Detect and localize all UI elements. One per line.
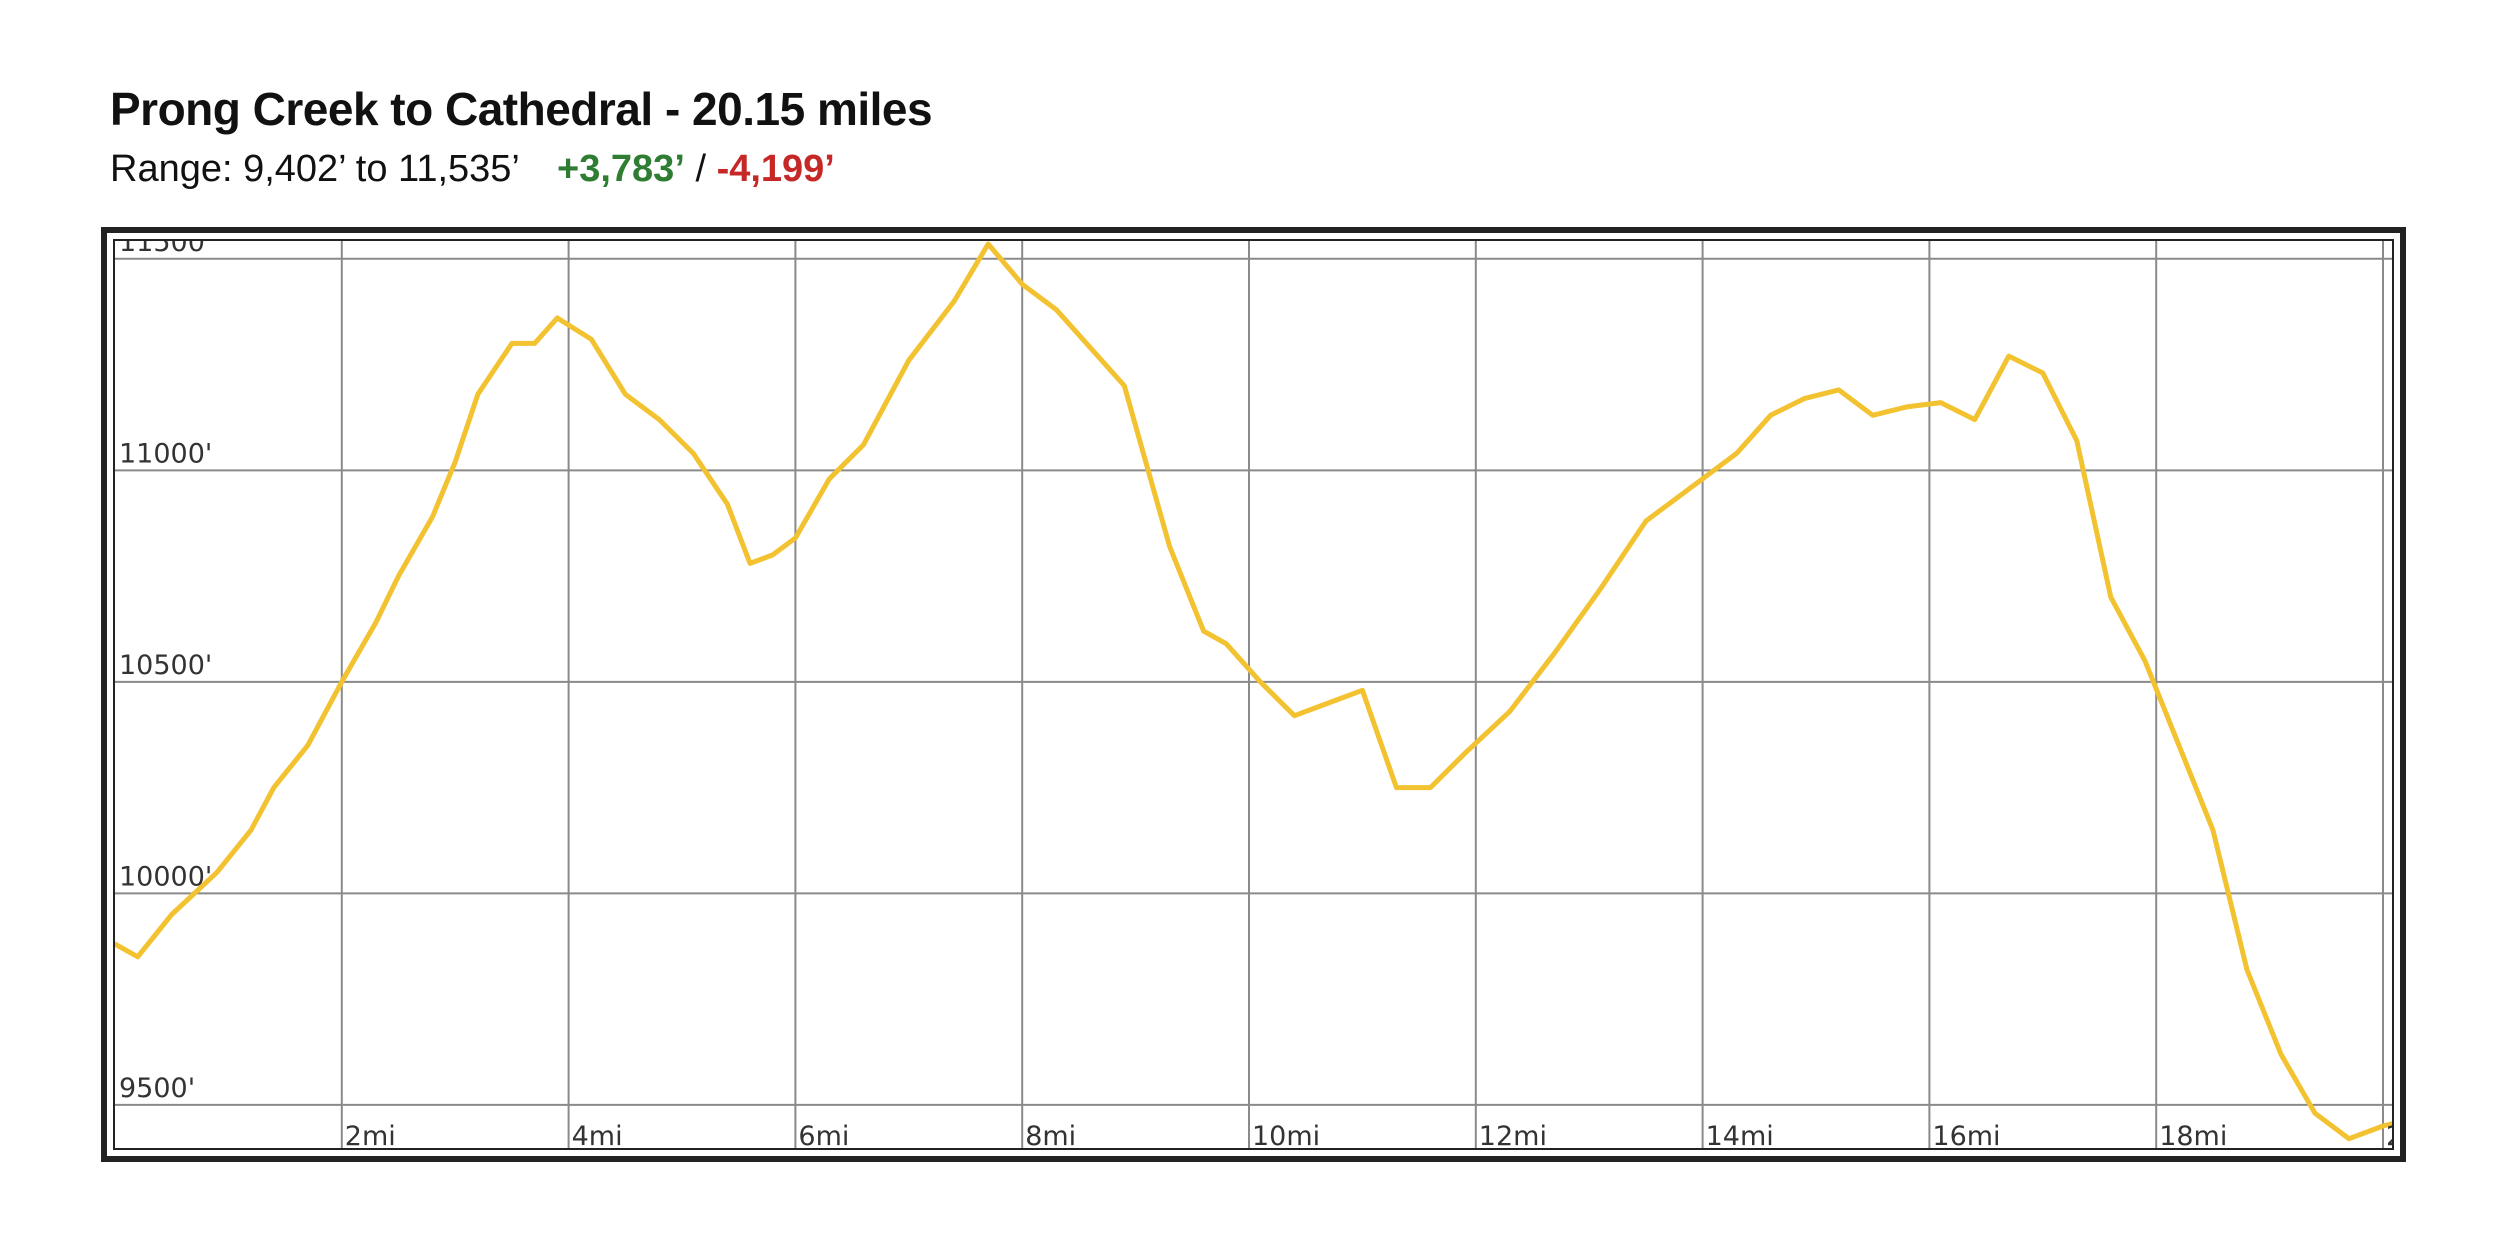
y-tick-label-10500: 10500' [119,650,212,681]
elevation-series-line [115,241,2392,1142]
x-tick-label-12mi: 12mi [1479,1121,1547,1148]
elevation-chart: 2mi 4mi 6mi 8mi 10mi 12mi 14mi 16mi 18mi 20mi 9500… [115,241,2392,1148]
x-tick-label-4mi: 4mi [572,1121,623,1148]
y-tick-label-9500: 9500' [119,1073,195,1104]
x-tick-label-8mi: 8mi [1025,1121,1076,1148]
x-tick-label-2mi: 2mi [345,1121,396,1148]
x-tick-label-18mi: 18mi [2159,1121,2227,1148]
gain-loss-separator: / [695,148,706,190]
x-tick-label-16mi: 16mi [1932,1121,2000,1148]
elevation-loss: -4,199’ [716,148,835,190]
y-tick-label-11000: 11000' [119,438,212,469]
tick-labels: 2mi 4mi 6mi 8mi 10mi 12mi 14mi 16mi 18mi 20mi 9500… [119,241,2392,1148]
grid [115,241,2392,1148]
chart-subtitle: Range: 9,402’ to 11,535’ +3,783’ / -4,19… [110,148,932,191]
chart-title: Prong Creek to Cathedral - 20.15 miles [110,83,933,135]
x-tick-label-10mi: 10mi [1252,1121,1320,1148]
x-tick-label-6mi: 6mi [798,1121,849,1148]
chart-frame: 2mi 4mi 6mi 8mi 10mi 12mi 14mi 16mi 18mi 20mi 9500… [101,227,2406,1162]
x-tick-label-20mi: 20mi [2386,1121,2392,1148]
series-layer [115,241,2392,1142]
y-tick-label-10000: 10000' [119,861,212,892]
y-tick-label-11500: 11500' [119,241,212,258]
chart-plot-area: 2mi 4mi 6mi 8mi 10mi 12mi 14mi 16mi 18mi 20mi 9500… [113,239,2394,1150]
elevation-range: Range: 9,402’ to 11,535’ [110,148,519,190]
chart-header: Prong Creek to Cathedral - 20.15 miles R… [110,82,933,191]
x-tick-label-14mi: 14mi [1706,1121,1774,1148]
elevation-gain: +3,783’ [557,148,685,190]
